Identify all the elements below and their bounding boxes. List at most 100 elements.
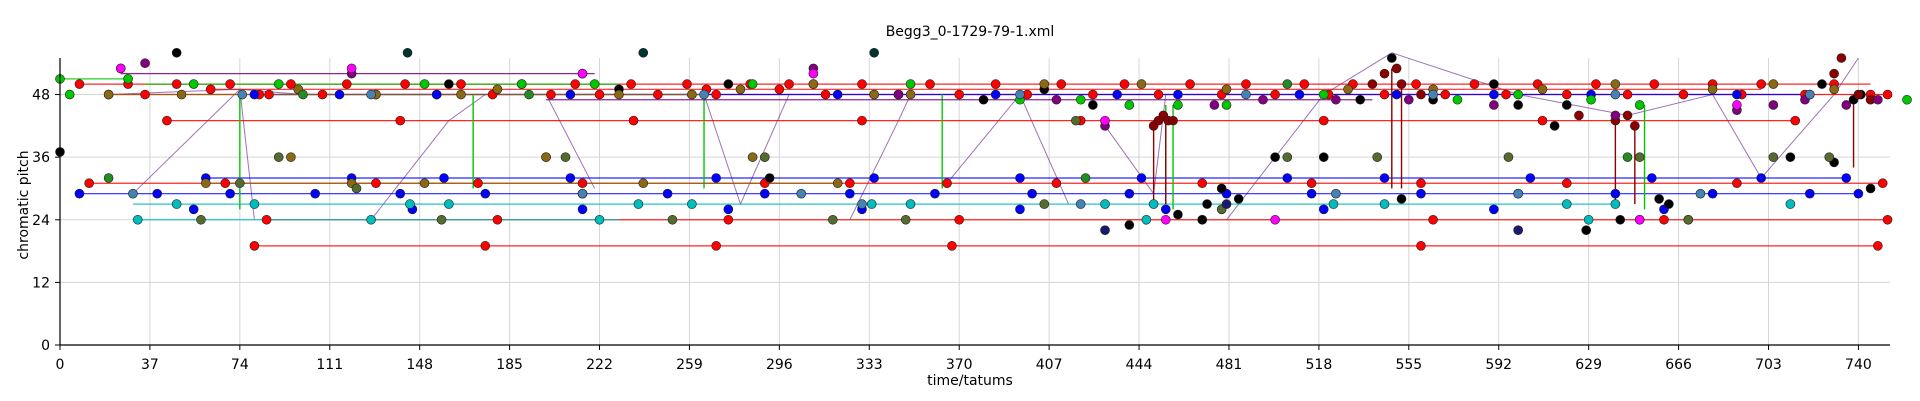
data-point <box>1732 89 1742 100</box>
data-point <box>334 89 345 100</box>
data-point <box>1873 94 1883 105</box>
data-point <box>662 188 673 199</box>
data-point <box>1513 89 1523 100</box>
data-point <box>1015 89 1025 100</box>
data-point <box>310 188 320 199</box>
data-point <box>1051 178 1062 189</box>
data-point <box>653 89 663 100</box>
data-point <box>1664 199 1674 209</box>
data-point <box>990 89 1001 100</box>
data-point <box>1039 79 1050 89</box>
data-point <box>687 199 697 209</box>
data-point <box>1428 214 1438 225</box>
data-point <box>1489 100 1499 110</box>
data-point <box>524 89 534 100</box>
data-point <box>1306 178 1317 189</box>
data-point <box>947 241 957 251</box>
data-point <box>1790 115 1801 126</box>
data-point <box>628 115 639 126</box>
data-point <box>1331 188 1341 199</box>
data-point <box>196 214 206 225</box>
data-point <box>395 188 406 199</box>
data-point <box>1379 89 1390 100</box>
data-point <box>808 79 819 89</box>
x-tick-label: 740 <box>1845 357 1872 373</box>
data-point <box>492 214 503 225</box>
data-point <box>1282 79 1293 89</box>
data-point <box>1805 188 1815 199</box>
data-point <box>1173 100 1183 110</box>
data-point <box>1124 220 1135 230</box>
data-point <box>905 89 916 100</box>
data-point <box>1318 204 1329 215</box>
data-point <box>366 214 376 225</box>
data-point <box>1318 89 1329 100</box>
data-point <box>1221 84 1232 95</box>
data-point <box>1416 178 1426 189</box>
data-point <box>1197 214 1208 225</box>
data-point <box>577 188 588 199</box>
data-point <box>1112 89 1122 100</box>
data-point <box>1829 84 1839 95</box>
data-point <box>273 79 284 89</box>
data-point <box>1634 100 1645 110</box>
data-point <box>1075 199 1086 209</box>
data-point <box>371 178 381 189</box>
data-point <box>64 89 75 100</box>
data-point <box>978 94 989 105</box>
x-tick-label: 148 <box>406 357 433 373</box>
x-tick-label: 259 <box>676 357 703 373</box>
data-point <box>1270 89 1280 100</box>
data-point <box>162 115 172 126</box>
data-point <box>687 89 697 100</box>
data-point <box>286 79 296 89</box>
data-point <box>990 79 1001 89</box>
data-point <box>1100 199 1110 209</box>
data-point <box>1197 178 1208 189</box>
data-point <box>1343 84 1353 95</box>
data-point <box>84 178 94 189</box>
data-point <box>405 199 415 209</box>
data-point <box>1233 194 1244 204</box>
data-point <box>626 79 636 89</box>
data-point <box>1416 241 1426 251</box>
y-tick-label: 36 <box>32 150 50 166</box>
data-point <box>1396 79 1407 89</box>
data-point <box>1331 94 1341 105</box>
data-point <box>473 178 483 189</box>
data-point <box>589 79 600 89</box>
data-point <box>1391 63 1402 74</box>
data-point <box>560 152 571 162</box>
data-point <box>1610 199 1621 209</box>
data-point <box>400 79 410 89</box>
data-point <box>123 74 133 84</box>
data-point <box>1865 183 1876 194</box>
data-point <box>1039 199 1050 209</box>
data-point <box>201 178 211 189</box>
x-tick-label: 592 <box>1485 357 1512 373</box>
data-point <box>1756 173 1766 183</box>
data-point <box>869 173 879 183</box>
data-point <box>188 79 199 89</box>
data-point <box>565 89 576 100</box>
data-point <box>1785 152 1796 162</box>
data-point <box>1659 214 1669 225</box>
data-point <box>1683 214 1694 225</box>
data-point <box>1124 100 1135 110</box>
data-point <box>444 79 454 89</box>
data-point <box>1411 79 1421 89</box>
data-point <box>1768 152 1779 162</box>
data-point <box>893 89 904 100</box>
data-point <box>1634 214 1645 225</box>
data-point <box>1654 194 1664 204</box>
data-point <box>264 89 274 100</box>
data-point <box>1678 89 1689 100</box>
data-point <box>1707 84 1718 95</box>
data-point <box>1416 188 1426 199</box>
data-point <box>1202 199 1212 209</box>
data-point <box>516 79 527 89</box>
data-point <box>176 89 187 100</box>
data-point <box>1630 121 1640 131</box>
data-point <box>1294 89 1305 100</box>
data-point <box>480 188 491 199</box>
